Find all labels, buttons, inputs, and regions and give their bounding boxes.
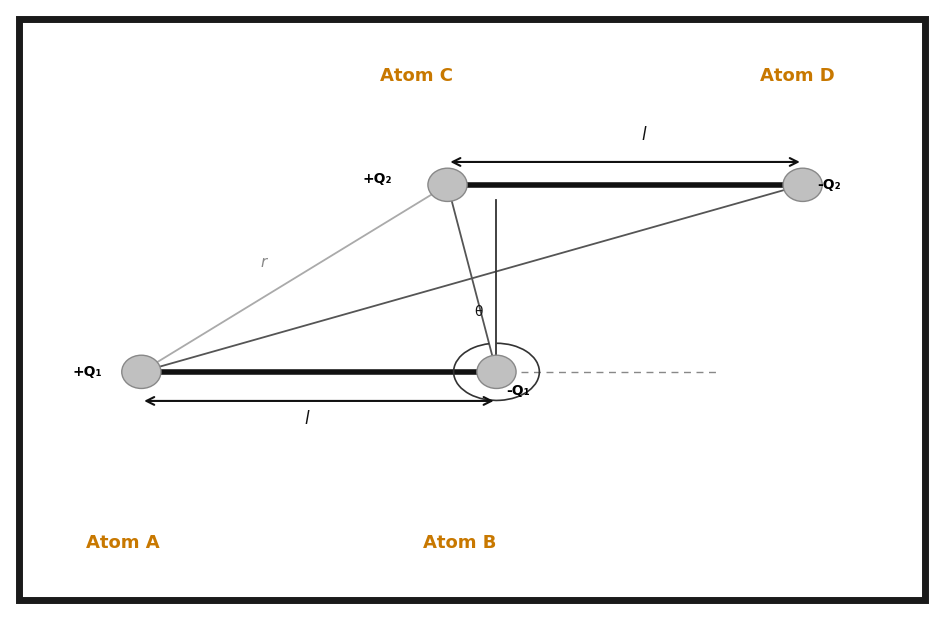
Circle shape [122,355,160,389]
Text: θ: θ [474,305,482,319]
Text: -Q₂: -Q₂ [818,178,841,192]
Text: r: r [261,255,267,271]
Text: Atom B: Atom B [423,534,497,552]
Circle shape [477,355,516,389]
Text: l: l [641,126,646,144]
Text: Atom D: Atom D [760,67,834,85]
Text: -Q₁: -Q₁ [506,384,530,397]
Text: Atom A: Atom A [86,534,160,552]
Text: l: l [304,410,309,428]
Circle shape [784,168,822,201]
Circle shape [428,168,467,201]
Text: +Q₁: +Q₁ [73,365,102,379]
Text: +Q₂: +Q₂ [362,171,393,186]
Text: Atom C: Atom C [380,67,453,85]
